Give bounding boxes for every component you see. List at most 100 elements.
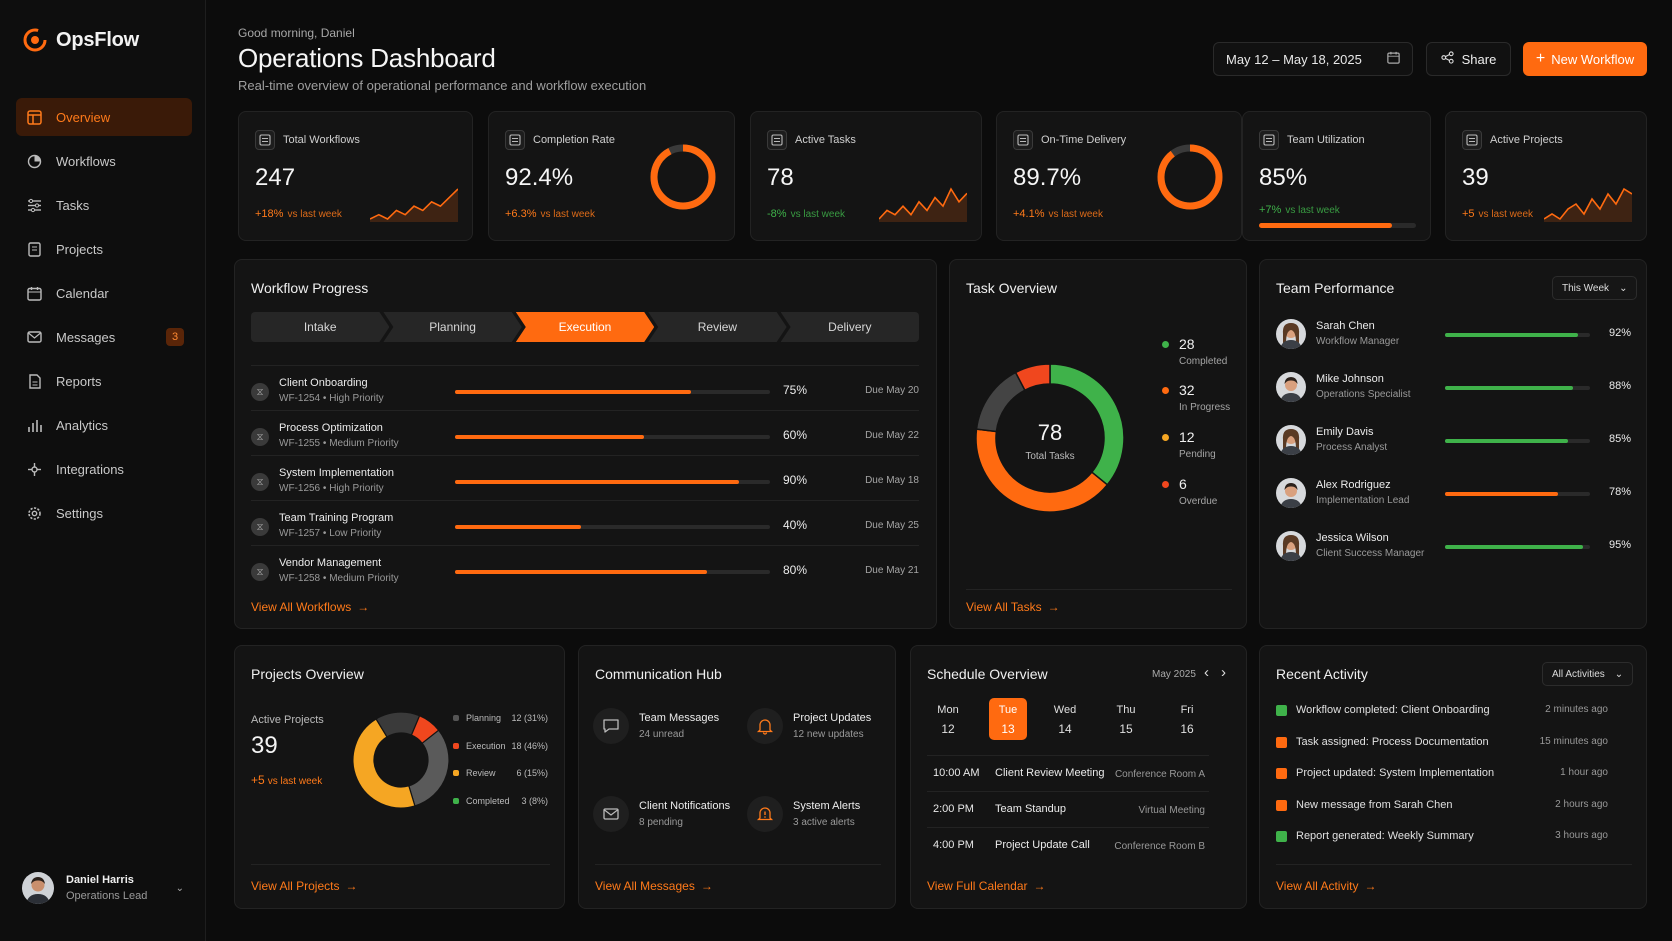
activity-item[interactable]: New message from Sarah Chen 2 hours ago xyxy=(1276,798,1608,818)
day-thu[interactable]: Thu 15 xyxy=(1107,698,1145,740)
kpi-value: 78 xyxy=(767,164,794,191)
sidebar-item-reports[interactable]: Reports xyxy=(16,362,192,400)
member-role: Implementation Lead xyxy=(1316,495,1410,506)
workflow-row[interactable]: ⧖ System Implementation WF-1256 • High P… xyxy=(251,455,919,500)
view-all-messages-link[interactable]: View All Messages → xyxy=(595,879,713,893)
donut-slice[interactable] xyxy=(410,714,440,745)
projects-overview-card: Projects Overview Active Projects 39 +5 … xyxy=(234,645,565,909)
sidebar-item-workflows[interactable]: Workflows xyxy=(16,142,192,180)
sidebar-item-settings[interactable]: Settings xyxy=(16,494,192,532)
stage-review[interactable]: Review xyxy=(648,312,786,342)
day-date: 15 xyxy=(1119,722,1133,736)
new-workflow-button[interactable]: + New Workflow xyxy=(1523,42,1647,76)
sidebar-item-overview[interactable]: Overview xyxy=(16,98,192,136)
activity-item[interactable]: Project updated: System Implementation 1 … xyxy=(1276,766,1608,786)
kpi-card[interactable]: On-Time Delivery 89.7% +4.1% vs last week xyxy=(996,111,1242,241)
donut-slice[interactable] xyxy=(408,729,450,807)
team-member-row[interactable]: Emily Davis Process Analyst 85% xyxy=(1276,421,1631,461)
workflow-priority: High Priority xyxy=(329,393,384,404)
project-updates-item[interactable]: Project Updates 12 new updates xyxy=(747,708,871,744)
workflow-progress-fill xyxy=(455,570,707,574)
schedule-event[interactable]: 2:00 PM Team Standup Virtual Meeting xyxy=(927,791,1209,826)
view-full-calendar-link[interactable]: View Full Calendar → xyxy=(927,879,1046,893)
team-member-row[interactable]: Sarah Chen Workflow Manager 92% xyxy=(1276,315,1631,355)
item-title: Team Messages xyxy=(639,712,720,724)
kpi-label: Total Workflows xyxy=(283,134,360,146)
kpi-header: On-Time Delivery xyxy=(1013,130,1126,150)
sidebar-item-analytics[interactable]: Analytics xyxy=(16,406,192,444)
sidebar-item-projects[interactable]: Projects xyxy=(16,230,192,268)
workflow-progress-fill xyxy=(455,480,739,484)
app-name: OpsFlow xyxy=(56,28,140,51)
stage-intake[interactable]: Intake xyxy=(251,312,389,342)
sidebar-item-label: Overview xyxy=(56,109,111,125)
page-title: Operations Dashboard xyxy=(238,43,496,73)
team-period-select[interactable]: This Week ⌄ xyxy=(1552,276,1638,300)
schedule-event[interactable]: 10:00 AM Client Review Meeting Conference … xyxy=(927,755,1209,790)
gear-icon xyxy=(26,505,42,521)
system-alerts-item[interactable]: System Alerts 3 active alerts xyxy=(747,796,860,832)
kpi-header: Total Workflows xyxy=(255,130,360,150)
team-member-row[interactable]: Jessica Wilson Client Success Manager 95… xyxy=(1276,527,1631,567)
chevron-down-icon: ⌄ xyxy=(1619,282,1628,294)
stage-planning[interactable]: Planning xyxy=(383,312,521,342)
view-all-projects-link[interactable]: View All Projects → xyxy=(251,879,357,893)
sidebar-item-messages[interactable]: Messages 3 xyxy=(16,318,192,356)
day-wed[interactable]: Wed 14 xyxy=(1046,698,1084,740)
view-all-tasks-link[interactable]: View All Tasks → xyxy=(966,600,1060,614)
workflow-row[interactable]: ⧖ Process Optimization WF-1255 • Medium … xyxy=(251,410,919,455)
app-logo[interactable]: OpsFlow xyxy=(22,27,139,53)
calendar-icon xyxy=(1387,51,1400,67)
divider xyxy=(251,864,550,865)
member-score: 92% xyxy=(1608,327,1631,339)
activity-item[interactable]: Report generated: Weekly Summary 3 hours … xyxy=(1276,829,1608,849)
kpi-card[interactable]: Team Utilization 85% +7% vs last week xyxy=(1242,111,1431,241)
workflow-name: Vendor Management xyxy=(279,557,382,569)
workflow-id: WF-1258 xyxy=(279,573,321,584)
sidebar-item-integrations[interactable]: Integrations xyxy=(16,450,192,488)
chevron-right-icon[interactable]: › xyxy=(1221,664,1226,681)
day-tue[interactable]: Tue 13 xyxy=(989,698,1027,740)
donut-slice[interactable] xyxy=(1014,363,1051,392)
team-member-row[interactable]: Alex Rodriguez Implementation Lead 78% xyxy=(1276,474,1631,514)
legend-value: 28 xyxy=(1179,336,1195,352)
kpi-card[interactable]: Completion Rate 92.4% +6.3% vs last week xyxy=(488,111,735,241)
stage-execution[interactable]: Execution xyxy=(516,312,654,342)
sidebar-item-tasks[interactable]: Tasks xyxy=(16,186,192,224)
schedule-event[interactable]: 4:00 PM Project Update Call Conference Roo… xyxy=(927,827,1209,862)
workflow-row[interactable]: ⧖ Client Onboarding WF-1254 • High Prior… xyxy=(251,365,919,410)
client-notifications-item[interactable]: Client Notifications 8 pending xyxy=(593,796,730,832)
activity-item[interactable]: Workflow completed: Client Onboarding 2 m… xyxy=(1276,703,1608,723)
donut-slice[interactable] xyxy=(352,718,416,809)
workflow-due-date: Due May 20 xyxy=(865,385,919,396)
view-all-activity-link[interactable]: View All Activity → xyxy=(1276,879,1376,893)
activity-filter-select[interactable]: All Activities ⌄ xyxy=(1542,662,1634,686)
activity-item[interactable]: Task assigned: Process Documentation 15 m… xyxy=(1276,735,1608,755)
day-mon[interactable]: Mon 12 xyxy=(929,698,967,740)
team-messages-item[interactable]: Team Messages 24 unread xyxy=(593,708,719,744)
workflow-row[interactable]: ⧖ Team Training Program WF-1257 • Low Pr… xyxy=(251,500,919,545)
workflow-row[interactable]: ⧖ Vendor Management WF-1258 • Medium Pri… xyxy=(251,545,919,590)
stage-delivery[interactable]: Delivery xyxy=(780,312,920,342)
day-fri[interactable]: Fri 16 xyxy=(1168,698,1206,740)
workflow-name: System Implementation xyxy=(279,467,394,479)
view-all-workflows-link[interactable]: View All Workflows → xyxy=(251,600,369,614)
bell-icon xyxy=(747,708,783,744)
kpi-value: 39 xyxy=(1462,164,1489,191)
date-range-picker[interactable]: May 12 – May 18, 2025 xyxy=(1213,42,1413,76)
kpi-card[interactable]: Active Projects 39 +5 vs last week xyxy=(1445,111,1647,241)
kpi-card[interactable]: Total Workflows 247 +18% vs last week xyxy=(238,111,473,241)
card-title: Schedule Overview xyxy=(927,666,1048,682)
event-location: Virtual Meeting xyxy=(1138,805,1205,816)
share-button[interactable]: Share xyxy=(1426,42,1511,76)
sidebar-item-calendar[interactable]: Calendar xyxy=(16,274,192,312)
share-icon xyxy=(1441,51,1454,67)
kpi-value: 89.7% xyxy=(1013,164,1082,191)
team-member-row[interactable]: Mike Johnson Operations Specialist 88% xyxy=(1276,368,1631,408)
workflow-meta: WF-1256 • High Priority xyxy=(279,483,384,494)
grid-icon xyxy=(26,109,42,125)
kpi-card[interactable]: Active Tasks 78 -8% vs last week xyxy=(750,111,982,241)
active-projects-value: 39 xyxy=(251,732,278,759)
chevron-left-icon[interactable]: ‹ xyxy=(1204,664,1209,681)
user-menu[interactable]: Daniel Harris Operations Lead ⌄ xyxy=(22,872,184,904)
